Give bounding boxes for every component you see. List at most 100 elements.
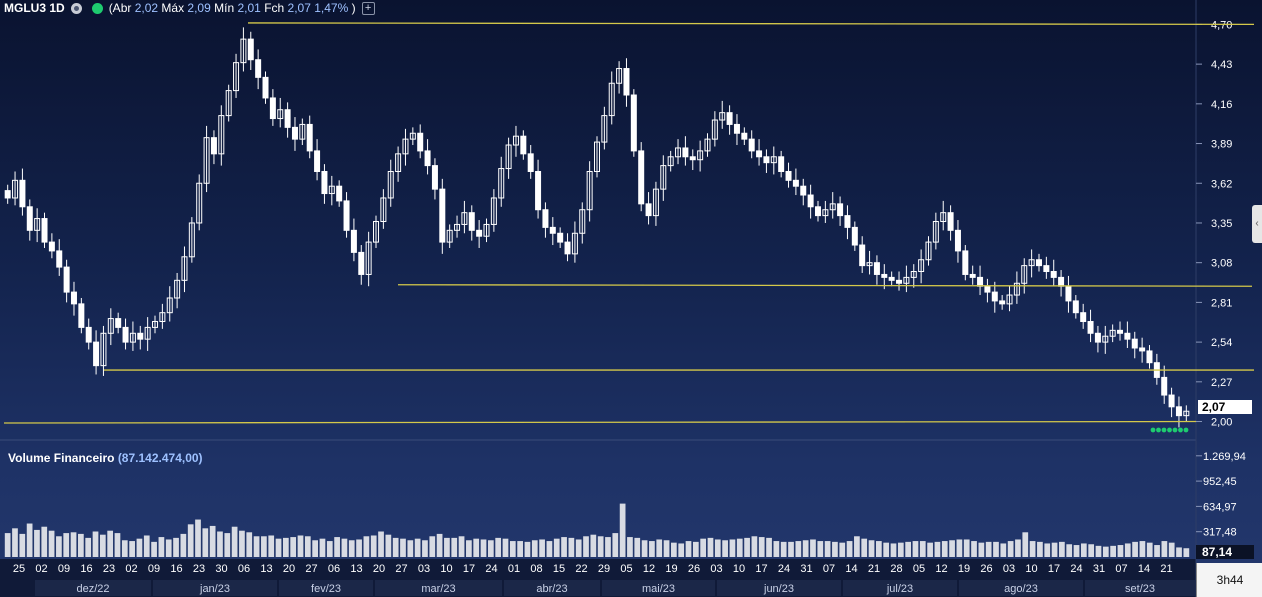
volume-tick-label: 317,48 (1203, 527, 1237, 539)
volume-bar (722, 540, 728, 557)
settings-icon[interactable] (70, 2, 82, 14)
volume-bar (70, 532, 77, 557)
collapse-panel-tab[interactable]: ‹ (1252, 205, 1262, 243)
day-tick-label: 28 (890, 563, 902, 575)
candle-body (704, 138, 711, 152)
candle-body (792, 179, 799, 187)
volume-bar (56, 536, 62, 557)
volume-bar (568, 537, 575, 557)
candle-body (1117, 329, 1124, 334)
day-tick-label: 23 (193, 563, 205, 575)
candle-body (152, 321, 159, 328)
low-label: Mín (214, 1, 235, 15)
volume-bar (890, 543, 897, 557)
price-tick-label: 2,81 (1211, 297, 1232, 309)
candle-body (1168, 394, 1175, 408)
day-tick-label: 16 (170, 563, 182, 575)
live-dot (1150, 427, 1156, 433)
candle-body (733, 123, 740, 134)
day-tick-label: 07 (823, 563, 835, 575)
day-tick-label: 05 (913, 563, 925, 575)
high-value: 2,09 (187, 1, 211, 15)
volume-bar (1102, 546, 1109, 557)
candle-body (196, 182, 203, 224)
volume-bar (897, 542, 904, 557)
day-tick-label: 29 (598, 563, 610, 575)
candle-body (660, 165, 667, 190)
month-label: jul/23 (886, 583, 913, 595)
add-indicator-button[interactable]: + (361, 1, 375, 15)
day-tick-label: 09 (148, 563, 160, 575)
day-tick-label: 24 (485, 563, 497, 575)
volume-bar (414, 538, 421, 557)
candle-body (468, 212, 475, 231)
candle-body (166, 297, 173, 314)
volume-bar (261, 536, 267, 557)
volume-bar (231, 526, 238, 557)
volume-title-label: Volume Financeiro (8, 451, 115, 465)
candle-body (321, 170, 328, 195)
price-tick-label: 3,89 (1211, 139, 1232, 151)
candle-body (586, 170, 593, 211)
candle-body (977, 276, 984, 287)
volume-bar (429, 536, 436, 557)
volume-bar (63, 533, 70, 557)
month-label: jun/23 (763, 583, 794, 595)
price-tick-label: 4,16 (1211, 99, 1232, 111)
volume-bar (678, 543, 685, 557)
close-label: Fch (264, 1, 285, 15)
volume-bar (949, 540, 955, 557)
day-tick-label: 17 (755, 563, 767, 575)
volume-bar (451, 537, 458, 557)
candle-body (70, 291, 77, 305)
candle-body (1139, 347, 1146, 352)
candle-body (652, 188, 659, 217)
candle-body (770, 156, 777, 164)
volume-bar (1095, 545, 1102, 557)
candle-body (19, 179, 26, 208)
volume-bar (553, 538, 560, 557)
volume-bar (209, 525, 216, 557)
volume-bar (956, 539, 963, 557)
volume-bar (356, 539, 362, 557)
volume-bar (1132, 541, 1138, 557)
candle-body (557, 232, 564, 243)
price-tick-label: 2,54 (1211, 337, 1232, 349)
volume-tick-label: 952,45 (1203, 476, 1237, 488)
volume-bar (993, 541, 999, 557)
volume-bar (832, 541, 838, 557)
candle-body (726, 112, 733, 125)
volume-bar (1139, 541, 1146, 557)
volume-bar (1073, 545, 1080, 557)
candle-body (520, 135, 527, 155)
candle-body (446, 229, 453, 243)
day-tick-label: 10 (1025, 563, 1037, 575)
volume-bar (912, 541, 919, 557)
candle-body (373, 221, 380, 243)
candle-body (689, 156, 696, 161)
candle-body (888, 276, 895, 281)
ohlc-header: MGLU3 1D (Abr 2,02 Máx 2,09 Mín 2,01 Fch… (4, 0, 375, 16)
candle-body (1050, 271, 1057, 278)
volume-bar (41, 526, 48, 557)
month-label: jan/23 (199, 583, 230, 595)
candle-body (844, 215, 851, 228)
candle-body (608, 82, 615, 117)
candle-body (85, 326, 92, 343)
volume-bar (744, 537, 750, 557)
candle-body (1183, 410, 1190, 417)
candle-body (476, 229, 483, 237)
candle-body (822, 209, 829, 217)
volume-bar (48, 530, 55, 557)
volume-bar (187, 524, 194, 557)
candle-body (129, 332, 136, 343)
candle-body (277, 109, 284, 120)
day-tick-label: 31 (800, 563, 812, 575)
candle-body (240, 38, 247, 64)
volume-bar (868, 540, 875, 557)
day-tick-label: 17 (463, 563, 475, 575)
candle-body (26, 206, 33, 231)
day-tick-label: 25 (13, 563, 25, 575)
candle-body (711, 119, 718, 140)
